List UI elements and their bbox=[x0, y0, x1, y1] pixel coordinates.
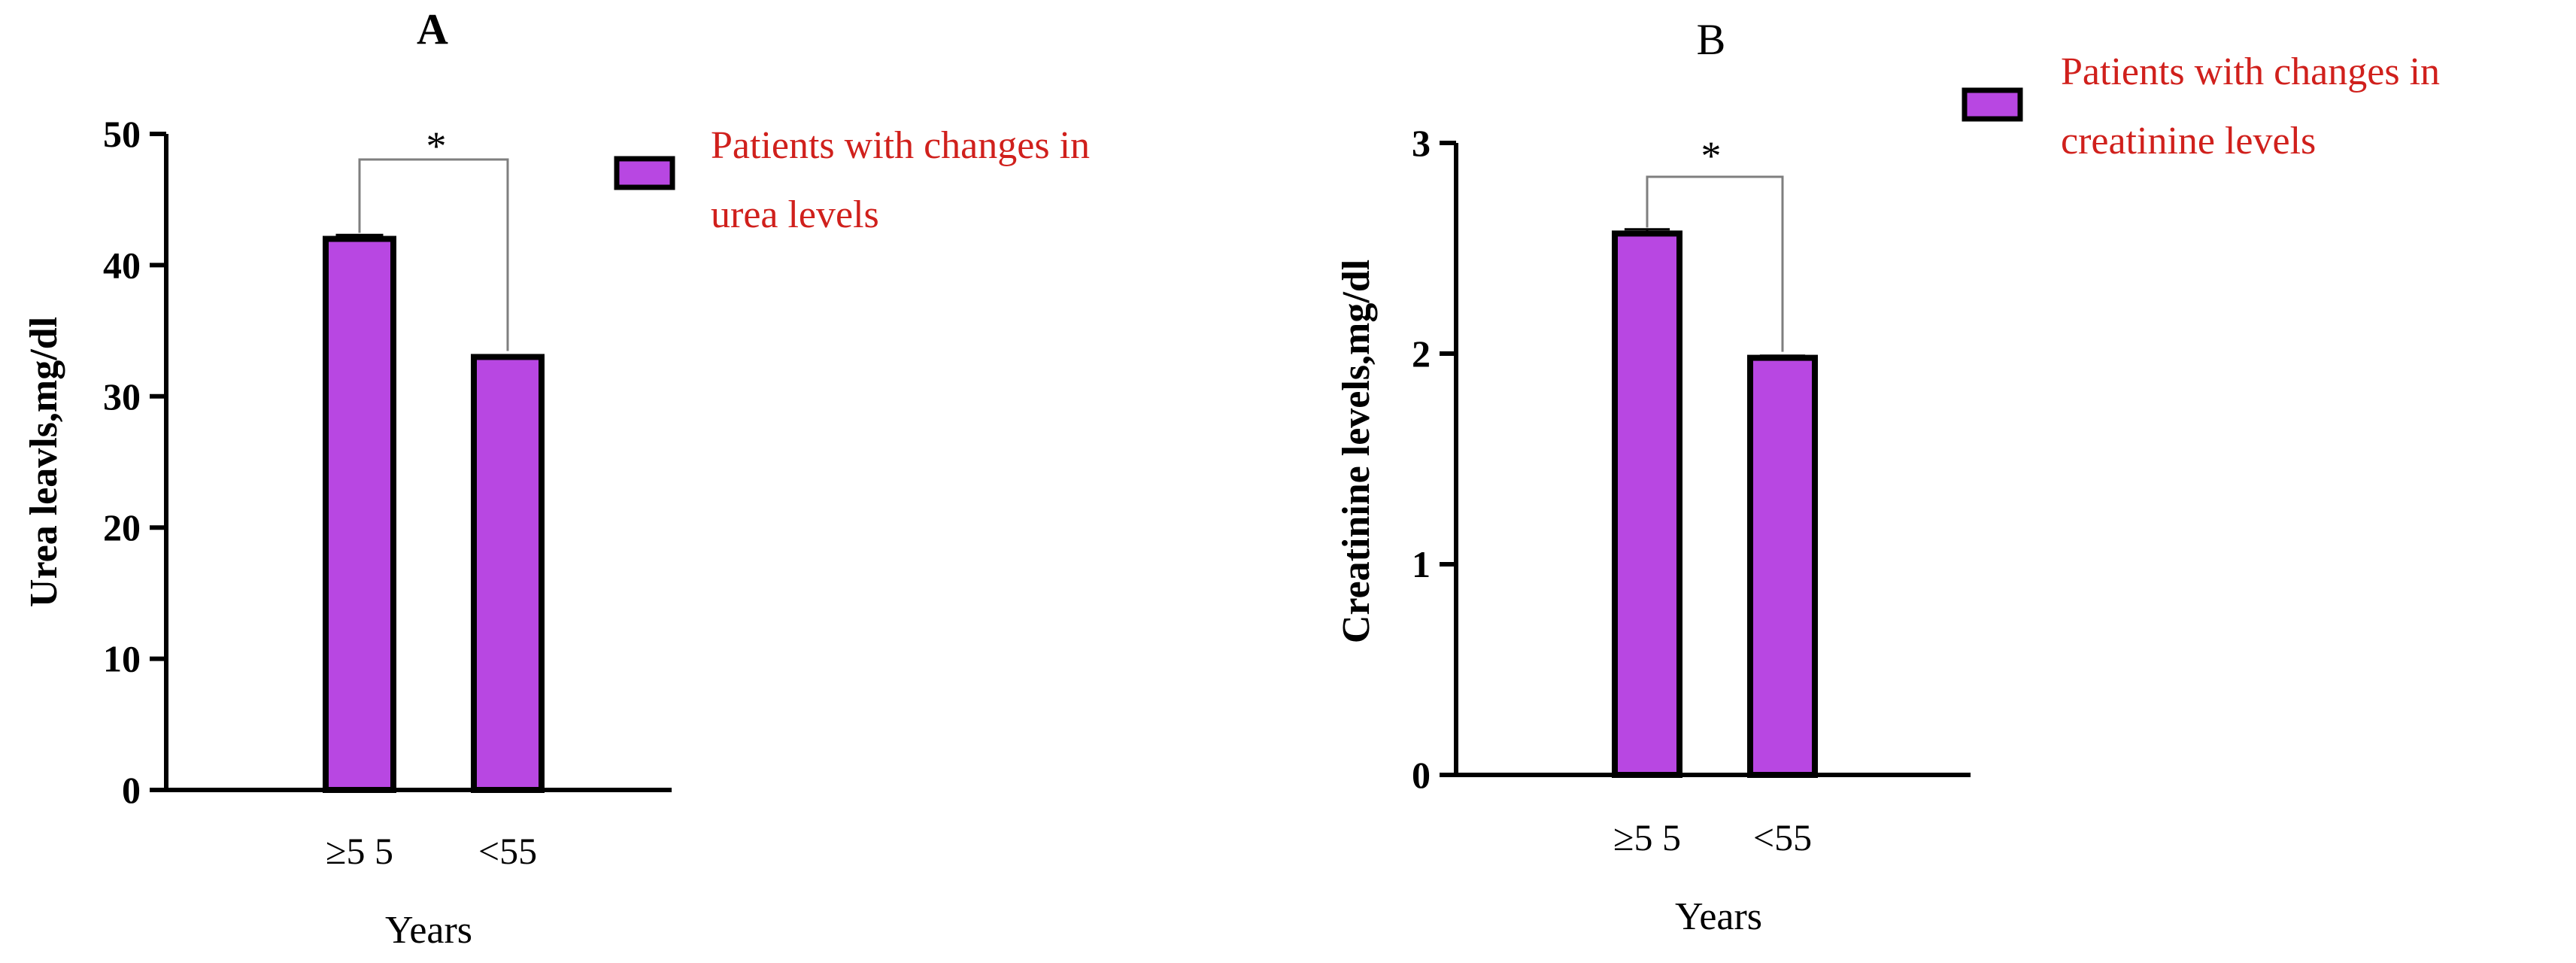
panel-a-bars bbox=[323, 233, 545, 794]
panel-b-legend-label: Patients with changes in creatinine leve… bbox=[2061, 50, 2450, 163]
panel-a-y-axis-label: Urea leavls,mg/dl bbox=[23, 317, 65, 607]
panel-b-x-axis-label: Years bbox=[1675, 895, 1762, 938]
panel-a-significance-marker: * bbox=[426, 123, 447, 169]
panel-b-legend-line-1: Patients with changes in bbox=[2061, 50, 2440, 93]
panel-b-bar-1 bbox=[1747, 354, 1818, 779]
panel-a-bar-1 bbox=[471, 354, 545, 794]
panel-a-y-axis: 0 10 20 30 40 50 bbox=[103, 113, 168, 811]
panel-b-y-tick-label-1: 1 bbox=[1412, 543, 1431, 585]
panel-b-y-tick-label-0: 0 bbox=[1412, 754, 1431, 796]
panel-a: A 0 10 20 30 40 50 Urea leavls,mg/dl * ≥5 5 <… bbox=[23, 5, 1100, 952]
panel-b-legend-swatch bbox=[1962, 87, 2023, 122]
panel-a-bar-0 bbox=[323, 235, 396, 793]
panel-a-y-tick-label-4: 40 bbox=[103, 244, 141, 286]
panel-b-y-ticks: 0 1 2 3 bbox=[1412, 122, 1456, 796]
panel-b-significance-marker: * bbox=[1701, 133, 1722, 178]
panel-a-legend-line-2: urea levels bbox=[711, 193, 879, 236]
panel-a-legend-line-1: Patients with changes in bbox=[711, 124, 1090, 167]
panel-a-y-tick-label-0: 0 bbox=[122, 769, 141, 811]
panel-a-legend-label: Patients with changes in urea levels bbox=[711, 124, 1100, 236]
panel-a-label: A bbox=[417, 5, 448, 53]
panel-a-y-tick-label-1: 10 bbox=[103, 638, 141, 680]
panel-b-bracket-line bbox=[1646, 175, 1784, 352]
panel-b-significance-bracket bbox=[1646, 175, 1784, 352]
panel-a-x-tick-label-1: <55 bbox=[478, 830, 537, 872]
panel-b-legend: Patients with changes in creatinine leve… bbox=[1962, 50, 2450, 163]
panel-b-y-tick-label-3: 3 bbox=[1412, 122, 1431, 164]
panel-a-bracket-line bbox=[358, 158, 509, 351]
panel-b-bar-0 bbox=[1612, 230, 1682, 778]
panel-a-legend-swatch bbox=[614, 156, 675, 190]
panel-b: B 0 1 2 3 Creatinine levels,mg/dl * ≥5 5 <5… bbox=[1335, 15, 2450, 938]
panel-b-label: B bbox=[1697, 15, 1726, 64]
panel-a-significance-bracket bbox=[358, 158, 509, 351]
panel-a-x-tick-label-0: ≥5 5 bbox=[326, 830, 393, 872]
panel-a-legend: Patients with changes in urea levels bbox=[614, 124, 1100, 236]
panel-a-y-tick-label-2: 20 bbox=[103, 506, 141, 548]
panel-b-legend-line-2: creatinine levels bbox=[2061, 120, 2316, 163]
panel-b-x-tick-label-1: <55 bbox=[1753, 816, 1812, 858]
panel-b-bars bbox=[1612, 228, 1818, 779]
panel-a-y-tick-label-5: 50 bbox=[103, 113, 141, 155]
panel-b-x-tick-label-0: ≥5 5 bbox=[1613, 816, 1681, 858]
panel-b-y-axis: 0 1 2 3 bbox=[1412, 122, 1458, 796]
panel-a-y-ticks: 0 10 20 30 40 50 bbox=[103, 113, 166, 811]
panel-a-x-axis-label: Years bbox=[385, 909, 472, 952]
panel-a-y-tick-label-3: 30 bbox=[103, 375, 141, 418]
panel-b-y-axis-label: Creatinine levels,mg/dl bbox=[1335, 260, 1378, 643]
panel-b-y-tick-label-2: 2 bbox=[1412, 333, 1431, 375]
